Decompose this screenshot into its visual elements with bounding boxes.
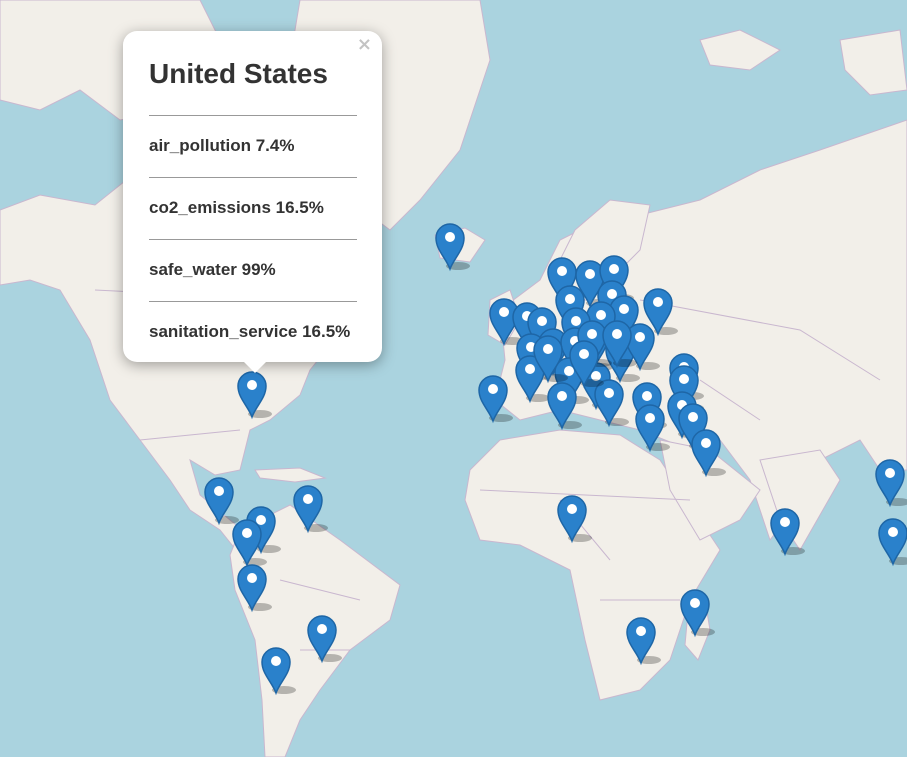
location-marker[interactable] <box>514 354 550 404</box>
popup-stats: air_pollution 7.4% co2_emissions 16.5% s… <box>149 115 357 363</box>
location-marker[interactable] <box>690 428 726 478</box>
location-marker[interactable] <box>306 614 342 664</box>
stat-row: co2_emissions 16.5% <box>149 177 357 239</box>
close-icon[interactable]: × <box>356 34 372 55</box>
indian-subcontinent <box>759 449 841 551</box>
location-marker[interactable] <box>877 517 907 567</box>
location-marker[interactable] <box>292 484 328 534</box>
location-marker[interactable] <box>634 403 670 453</box>
location-marker[interactable] <box>260 646 296 696</box>
location-marker[interactable] <box>874 458 907 508</box>
location-marker[interactable] <box>236 370 272 420</box>
stat-safe-water: safe_water 99% <box>149 260 276 279</box>
location-marker[interactable] <box>593 378 629 428</box>
location-marker[interactable] <box>236 563 272 613</box>
caribbean-islands <box>254 467 327 483</box>
popup-tip <box>243 361 267 373</box>
stat-sanitation-service: sanitation_service 16.5% <box>149 322 351 341</box>
location-marker[interactable] <box>546 381 582 431</box>
location-marker[interactable] <box>642 287 678 337</box>
location-marker[interactable] <box>568 339 604 389</box>
location-marker[interactable] <box>601 319 637 369</box>
africa-landmass <box>464 429 721 701</box>
stat-row: air_pollution 7.4% <box>149 115 357 177</box>
location-marker[interactable] <box>532 334 568 384</box>
popup-title: United States <box>149 58 328 89</box>
location-marker[interactable] <box>769 507 805 557</box>
location-marker[interactable] <box>477 374 513 424</box>
stat-row: sanitation_service 16.5% <box>149 301 357 363</box>
location-marker[interactable] <box>203 476 239 526</box>
location-marker[interactable] <box>679 588 715 638</box>
stat-air-pollution: air_pollution 7.4% <box>149 136 295 155</box>
location-marker[interactable] <box>624 322 660 372</box>
location-marker[interactable] <box>556 494 592 544</box>
country-popup: × United States air_pollution 7.4% co2_e… <box>123 31 382 373</box>
us-mexico-border <box>139 429 241 441</box>
stat-co2-emissions: co2_emissions 16.5% <box>149 198 324 217</box>
location-marker[interactable] <box>625 616 661 666</box>
location-marker[interactable] <box>434 222 470 272</box>
stat-row: safe_water 99% <box>149 239 357 301</box>
location-marker[interactable] <box>231 518 267 568</box>
arctic-islands-east <box>699 29 907 96</box>
asian-borders <box>639 299 881 421</box>
